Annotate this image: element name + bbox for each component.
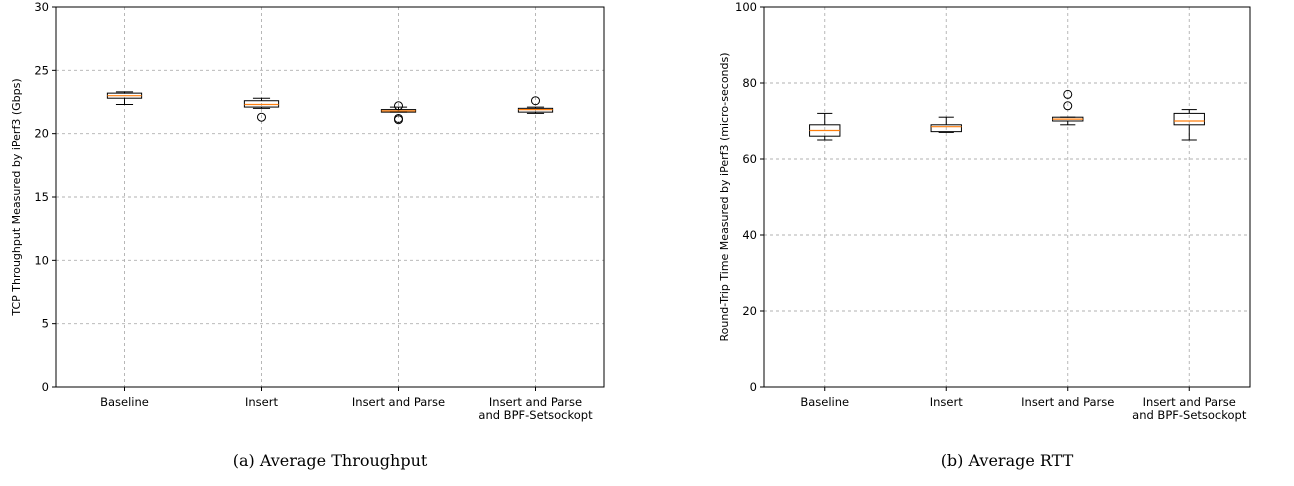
box-1 [930, 116, 962, 133]
y-tick-label: 80 [742, 76, 757, 90]
x-tick-label: Insert [930, 395, 963, 409]
chart-caption: (b) Average RTT [941, 451, 1074, 470]
y-tick-label: 25 [34, 63, 49, 77]
box-3 [1173, 109, 1205, 141]
x-tick-label: Insert and Parse and BPF-Setsockopt [1132, 395, 1247, 422]
x-tick-label: Insert and Parse [352, 395, 445, 409]
y-tick-label: 20 [742, 304, 757, 318]
box-1 [243, 97, 280, 122]
box-2 [380, 101, 417, 125]
iqr-box [1173, 112, 1205, 126]
y-axis-label: TCP Throughput Measured by iPerf3 (Gbps) [10, 78, 23, 316]
y-tick-label: 100 [735, 0, 757, 14]
iqr-box [243, 100, 280, 108]
chart-caption: (a) Average Throughput [233, 451, 428, 470]
x-tick-label: Insert and Parse [1021, 395, 1114, 409]
throughput-chart-panel: 0 5 10 15 20 25 30 Baseline Insert Insert and Par… [0, 0, 647, 481]
y-tick-label: 60 [742, 152, 757, 166]
box-0 [106, 91, 143, 106]
outlier-point [1063, 89, 1073, 99]
box-2 [1052, 89, 1084, 126]
y-tick-label: 10 [34, 253, 49, 267]
y-axis-label: Round-Trip Time Measured by iPerf3 (micr… [718, 52, 731, 341]
plot-frame [763, 6, 1251, 388]
y-tick-label: 40 [742, 228, 757, 242]
y-tick-label: 15 [34, 190, 49, 204]
outlier-point [531, 96, 540, 106]
x-tick-label: Baseline [100, 395, 149, 409]
iqr-box [930, 124, 962, 133]
y-tick-label: 0 [750, 380, 757, 394]
plot-frame [55, 6, 605, 388]
y-tick-label: 0 [42, 380, 49, 394]
box-3 [517, 96, 554, 114]
y-tick-label: 20 [34, 127, 49, 141]
throughput-chart: 0 5 10 15 20 25 30 Baseline Insert Insert and Par… [10, 0, 605, 470]
x-tick-label: Insert [245, 395, 278, 409]
outlier-point [394, 101, 403, 111]
iqr-box [517, 107, 554, 113]
outlier-point [1063, 101, 1073, 111]
outlier-point [257, 112, 266, 122]
rtt-chart-panel: 0 20 40 60 80 100 Baseline Insert Insert and Par… [647, 0, 1294, 481]
y-tick-label: 5 [42, 317, 49, 331]
x-tick-label: Baseline [800, 395, 849, 409]
y-tick-label: 30 [34, 0, 49, 14]
box-0 [809, 112, 841, 141]
x-tick-label: Insert and Parse and BPF-Setsockopt [478, 395, 593, 422]
rtt-chart: 0 20 40 60 80 100 Baseline Insert Insert and Par… [718, 0, 1251, 470]
outlier-point [394, 115, 403, 125]
